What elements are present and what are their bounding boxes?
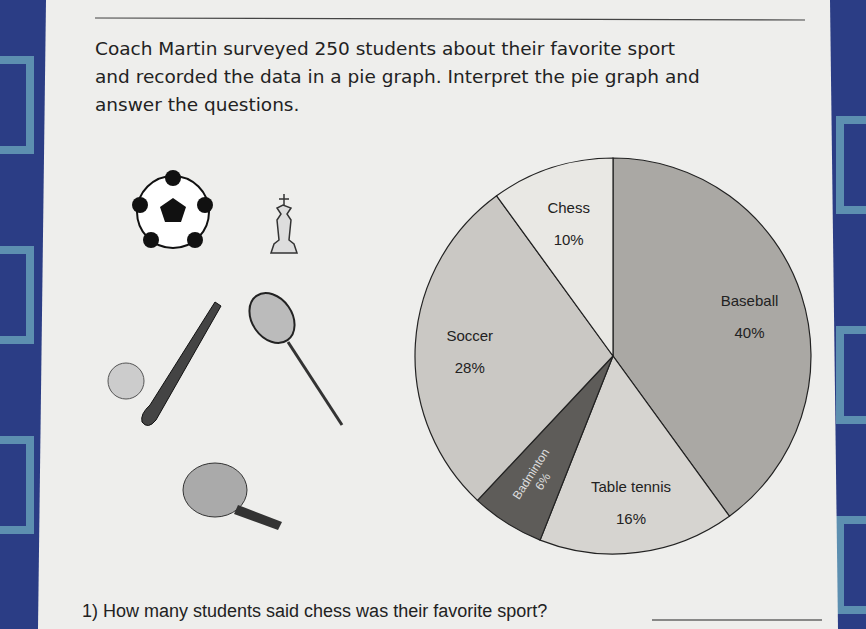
racket-head <box>240 284 304 351</box>
table-surface <box>0 0 866 629</box>
value-label: 40% <box>735 324 765 341</box>
slice-label: Chess 10% <box>547 199 590 248</box>
icons <box>108 170 342 530</box>
baseball <box>108 363 144 399</box>
slice-label: Baseball 40% <box>721 292 779 341</box>
pattern <box>0 250 30 340</box>
intro-line: Coach Martin surveyed 250 students about… <box>95 38 675 59</box>
soccer-ball <box>137 176 209 248</box>
worksheet <box>38 0 838 629</box>
soccer-patch <box>132 197 148 213</box>
background <box>0 0 866 629</box>
slice-label: Table tennis 16% <box>591 478 671 527</box>
slice <box>497 158 613 356</box>
soccer-patch <box>187 232 203 248</box>
racket-handle <box>288 342 342 425</box>
pattern <box>840 520 866 610</box>
category-label: Baseball <box>721 292 779 309</box>
chess-cross <box>279 194 289 205</box>
paddle-handle <box>234 505 282 530</box>
slice <box>415 196 613 501</box>
intro-line: and recorded the data in a pie graph. In… <box>95 66 700 87</box>
pattern <box>840 330 866 420</box>
pattern <box>840 120 866 210</box>
pattern <box>0 60 30 150</box>
category-label: Chess <box>547 199 590 216</box>
value-label: 6% <box>532 470 553 492</box>
soccer-patch <box>197 197 213 213</box>
intro-line: answer the questions. <box>95 94 299 115</box>
answer-blank <box>652 620 822 621</box>
page: Coach Martin surveyed 250 students about… <box>0 0 866 629</box>
intro: Coach Martin surveyed 250 students about… <box>95 38 700 115</box>
chess-king <box>271 205 297 253</box>
category-label: Soccer <box>446 327 493 344</box>
soccer-patch <box>143 232 159 248</box>
soccer-patch <box>165 170 181 186</box>
labels: Baseball 40% Table tennis 16% Badminton6% Soc… <box>446 199 778 527</box>
soccer-patch <box>160 198 186 222</box>
pattern <box>0 440 30 530</box>
question: 1) How many students said chess was thei… <box>82 601 547 621</box>
value-label: 16% <box>616 510 646 527</box>
category-label: Table tennis <box>591 478 671 495</box>
bat <box>142 302 221 426</box>
pie <box>415 158 811 554</box>
value-label: 10% <box>554 231 584 248</box>
slice-label: Soccer 28% <box>446 327 493 376</box>
rule <box>95 18 805 20</box>
slice-label: Badminton6% <box>510 446 564 509</box>
value-label: 28% <box>455 359 485 376</box>
